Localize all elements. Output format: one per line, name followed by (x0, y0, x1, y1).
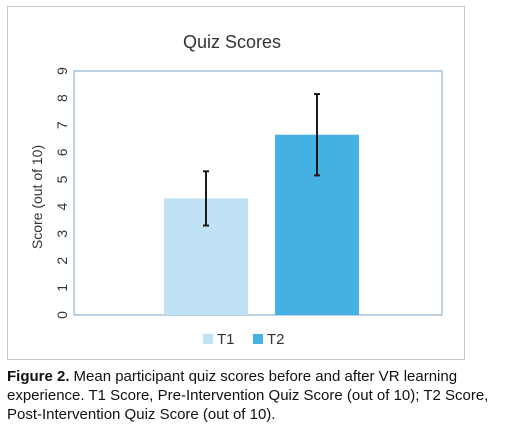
figure-label: Figure 2. (7, 368, 70, 385)
y-tick-label: 4 (54, 202, 70, 210)
legend-label-t1: T1 (217, 331, 235, 348)
figure-caption: Figure 2. Mean participant quiz scores be… (7, 367, 495, 424)
y-tick-label: 8 (54, 94, 70, 102)
y-tick-label: 7 (54, 121, 70, 129)
y-tick-label: 5 (54, 175, 70, 183)
legend-swatch-t1 (203, 334, 213, 344)
y-tick-label: 3 (54, 230, 70, 238)
y-tick-label: 1 (54, 284, 70, 292)
y-tick-label: 0 (54, 311, 70, 319)
chart-container: Quiz Scores Score (out of 10) 0 1 2 3 4 5 6 7 8 9… (7, 6, 465, 360)
y-axis-label: Score (out of 10) (29, 145, 45, 249)
chart-title: Quiz Scores (183, 32, 281, 52)
figure-caption-text: Mean participant quiz scores before and … (7, 368, 489, 423)
legend-label-t2: T2 (267, 331, 285, 348)
y-tick-label: 2 (54, 257, 70, 265)
y-tick-label: 6 (54, 148, 70, 156)
plot-area-border (73, 70, 443, 316)
legend-swatch-t2 (253, 334, 263, 344)
quiz-scores-chart: Quiz Scores Score (out of 10) 0 1 2 3 4 5 6 7 8 9… (29, 32, 443, 348)
y-tick-label: 9 (54, 67, 70, 75)
